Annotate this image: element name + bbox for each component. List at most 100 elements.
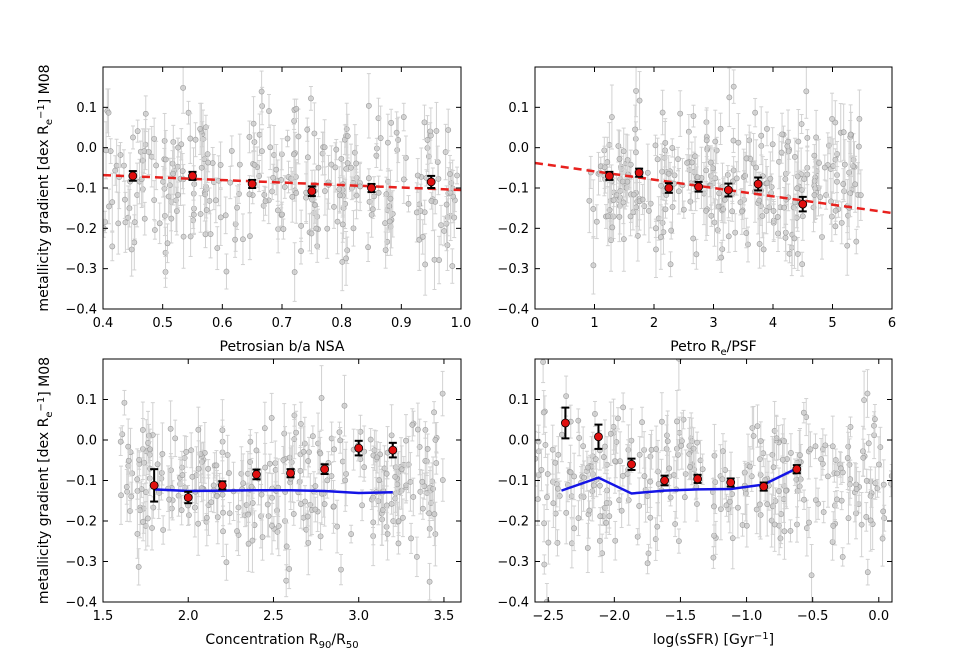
scatter-point [198,164,205,171]
y-tick-label: 0.1 [76,101,97,116]
scatter-point [860,454,867,461]
scatter-point [545,539,552,546]
scatter-point [134,192,141,198]
scatter-point [293,429,300,436]
scatter-point [219,427,226,434]
scatter-point [134,128,141,135]
scatter-point [400,114,407,120]
x-axis-label: Concentration R90/R50 [205,632,358,651]
scatter-point [806,519,812,526]
scatter-point [178,507,185,514]
x-tick-label: 0.0 [868,609,889,624]
scatter-point [850,163,856,170]
scatter-point [118,492,124,499]
scatter-point [606,513,613,520]
scatter-point [764,501,771,508]
x-tick-label: 0.9 [391,316,412,331]
scatter-point [431,256,438,263]
scatter-point [344,133,351,140]
scatter-point [759,213,766,219]
scatter-point [858,521,865,528]
fit-line [103,173,461,192]
scatter-point [563,509,570,516]
scatter-point [388,432,395,439]
x-tick-label: 3.5 [434,609,455,624]
scatter-point [828,213,835,220]
scatter-point [769,451,776,458]
x-tick-label: −1.5 [665,609,697,624]
scatter-point [863,477,870,484]
scatter-point [609,224,616,231]
scatter-point [383,470,390,477]
scatter-point [604,213,611,220]
scatter-point [419,478,426,485]
scatter-point [735,504,741,511]
scatter-point [613,192,620,199]
scatter-point [438,222,444,228]
scatter-point [753,164,760,171]
scatter-point [203,514,210,521]
scatter-point [161,212,168,219]
scatter-point [424,446,431,452]
y-axis-label: metallicity gradient [dex Re−1] M08 [36,357,55,604]
scatter-point [341,402,348,409]
panel-concentration: 1.5 2.0 2.5 3.0 3.5 −0.4 −0.3 −0.2 −0.1 0.0 0.1 Con… [36,357,462,651]
binned-point [247,179,257,189]
scatter-point [808,572,815,579]
scatter-point [616,497,623,504]
scatter-point [454,172,460,179]
scatter-point [359,502,365,509]
binned-point [561,418,570,428]
scatter-point [729,208,736,215]
scatter-point [612,537,619,544]
scatter-point [175,192,181,198]
scatter-point [791,235,798,242]
scatter-point [585,464,591,471]
scatter-point [169,160,176,167]
scatter-point [571,473,578,480]
scatter-point [757,456,763,462]
scatter-point [669,204,676,210]
scatter-point [304,126,311,133]
scatter-point [195,426,202,433]
scatter-point [841,161,848,168]
scatter-point [286,454,293,461]
scatter-point [337,437,344,444]
scatter-point [710,165,717,172]
scatter-point [258,88,265,95]
scatter-point [825,473,831,480]
scatter-point [413,553,420,560]
scatter-point [174,163,181,170]
scatter-point [568,493,575,500]
scatter-point [432,531,439,537]
scatter-point [716,190,723,197]
scatter-point [888,480,892,487]
scatter-point [603,519,610,526]
scatter-point [103,147,109,154]
binned-point [753,179,763,189]
scatter-point [435,175,442,182]
scatter-point [431,409,437,416]
scatter-point [115,220,122,227]
scatter-point [719,476,726,483]
scatter-point [756,240,763,247]
scatter-point [160,178,166,185]
scatter-point [191,181,198,188]
scatter-point [400,176,407,183]
scatter-point [538,467,545,473]
scatter-point [788,450,794,456]
scatter-point [794,173,801,180]
scatter-point [757,438,764,444]
scatter-point [797,476,804,483]
scatter-point [312,506,319,513]
scatter-point [203,207,210,213]
scatter-point [187,233,194,240]
scatter-point [319,150,326,157]
scatter-point [123,483,130,490]
binned-point [320,464,330,474]
x-ticks: −2.5 −2.0 −1.5 −1.0 −0.5 0.0 [532,359,889,624]
scatter-point [139,427,146,433]
scatter-point [297,501,304,507]
x-tick-label: −2.0 [599,609,631,624]
scatter-point [451,214,458,221]
